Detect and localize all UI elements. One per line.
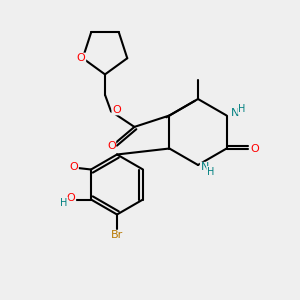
Text: O: O (107, 141, 116, 151)
Text: O: O (67, 193, 76, 203)
Text: N: N (231, 108, 239, 118)
Text: H: H (207, 167, 214, 177)
Text: O: O (70, 161, 78, 172)
Text: N: N (200, 162, 209, 172)
Text: H: H (60, 197, 68, 208)
Text: O: O (77, 53, 85, 63)
Text: H: H (238, 104, 245, 114)
Text: O: O (112, 105, 121, 115)
Text: O: O (250, 143, 259, 154)
Text: Br: Br (111, 230, 123, 241)
